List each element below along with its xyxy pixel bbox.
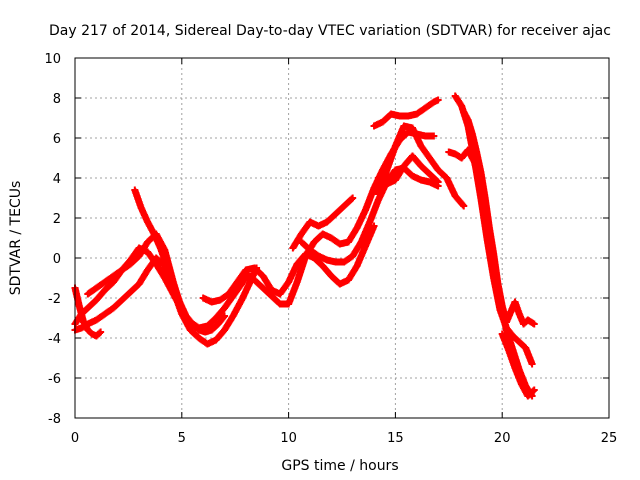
data-point xyxy=(349,194,357,202)
x-axis-title: GPS time / hours xyxy=(281,458,398,474)
y-tick-label: 6 xyxy=(53,132,61,147)
series-arc-5 xyxy=(131,186,229,336)
series-arc-12 xyxy=(370,96,442,130)
y-tick-label: 8 xyxy=(53,92,61,107)
data-point xyxy=(221,312,229,320)
y-tick-label: 0 xyxy=(53,252,61,267)
data-point xyxy=(370,222,378,230)
x-tick-label: 5 xyxy=(178,431,186,446)
y-tick-label: 2 xyxy=(53,212,61,227)
series-arc-15 xyxy=(460,108,538,328)
series-arc-11 xyxy=(374,152,442,188)
x-tick-label: 0 xyxy=(71,431,79,446)
y-tick-label: -4 xyxy=(48,332,61,347)
y-tick-label: -2 xyxy=(48,292,61,307)
series-arc-10 xyxy=(374,122,468,210)
x-tick-label: 10 xyxy=(280,431,297,446)
series-arc-6 xyxy=(199,222,378,306)
series-arc-9 xyxy=(297,164,442,266)
x-tick-label: 20 xyxy=(494,431,511,446)
y-axis-title: SDTVAR / TECUs xyxy=(8,181,24,296)
data-point xyxy=(530,386,538,394)
data-points xyxy=(71,92,538,400)
y-tick-label: 4 xyxy=(53,172,61,187)
data-point xyxy=(434,96,442,104)
x-tick-label: 15 xyxy=(387,431,404,446)
series-arc-8 xyxy=(289,194,357,252)
x-tick-labels: 0 5 10 15 20 25 xyxy=(71,431,617,446)
data-point xyxy=(430,132,438,140)
data-point xyxy=(528,360,536,368)
plot-frame xyxy=(74,57,610,419)
y-tick-labels: -8 -6 -4 -2 0 2 4 6 8 10 xyxy=(44,52,61,427)
data-point xyxy=(97,328,105,336)
data-point xyxy=(530,320,538,328)
y-tick-label: -8 xyxy=(48,412,61,427)
y-tick-label: 10 xyxy=(44,52,61,67)
data-point xyxy=(460,202,468,210)
chart-title: Day 217 of 2014, Sidereal Day-to-day VTE… xyxy=(49,23,611,39)
data-point xyxy=(434,178,442,186)
x-tick-label: 25 xyxy=(601,431,618,446)
series-arc-16 xyxy=(498,330,538,400)
y-tick-label: -6 xyxy=(48,372,61,387)
